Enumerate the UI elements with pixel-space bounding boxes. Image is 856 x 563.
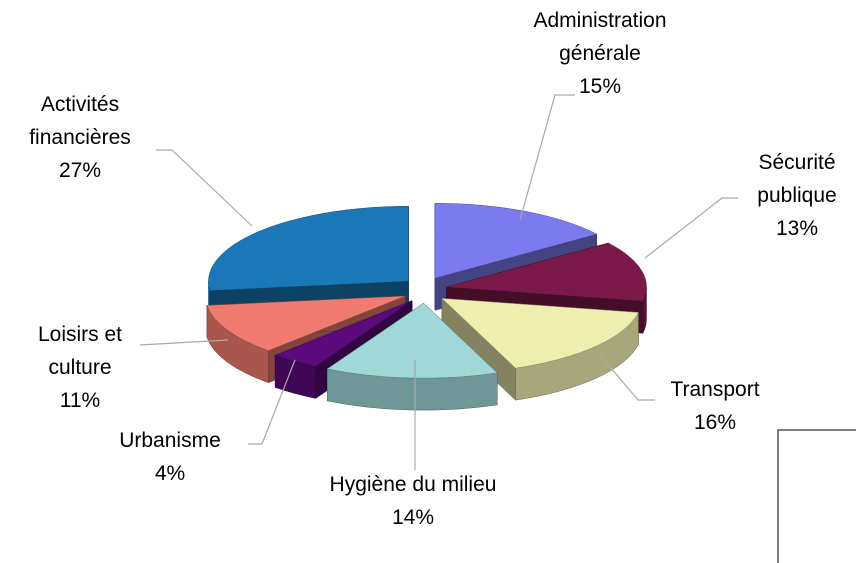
value-label: 11%	[59, 389, 101, 412]
category-label: Hygiène du milieu	[329, 473, 497, 496]
slice-top	[208, 206, 409, 291]
value-label: 16%	[693, 411, 737, 434]
frame-border	[777, 429, 856, 563]
slice-label: Activités financières 27%	[0, 88, 160, 187]
category-label: Activités financières	[29, 93, 131, 149]
slice	[326, 302, 498, 411]
value-label: 4%	[154, 462, 186, 485]
slice-top	[441, 298, 639, 369]
slice-top	[206, 295, 406, 351]
value-label: 15%	[578, 75, 622, 98]
slice-label: Urbanisme 4%	[90, 424, 250, 490]
slice-top	[446, 242, 647, 302]
leader-line	[519, 94, 575, 221]
slice-label: Hygiène du milieu 14%	[323, 468, 503, 534]
leader-line	[248, 359, 296, 445]
category-label: Sécurité publique	[757, 151, 837, 207]
value-label: 14%	[391, 506, 435, 529]
slice-label: Transport 16%	[635, 373, 795, 439]
category-label: Loisirs et culture	[37, 323, 123, 379]
slice-top	[434, 202, 598, 279]
leader-line	[599, 354, 655, 401]
category-label: Transport	[670, 378, 760, 401]
slice-label: Administration générale 15%	[500, 4, 700, 103]
value-label: 13%	[775, 217, 819, 240]
value-label: 27%	[58, 159, 102, 182]
slice-label: Sécurité publique 13%	[737, 146, 856, 245]
leader-line	[139, 339, 229, 346]
slice-label: Loisirs et culture 11%	[5, 318, 155, 417]
leader-line	[156, 149, 253, 227]
leader-line	[644, 197, 738, 259]
slice-top	[326, 302, 498, 379]
category-label: Administration générale	[533, 9, 667, 65]
category-label: Urbanisme	[119, 429, 221, 452]
